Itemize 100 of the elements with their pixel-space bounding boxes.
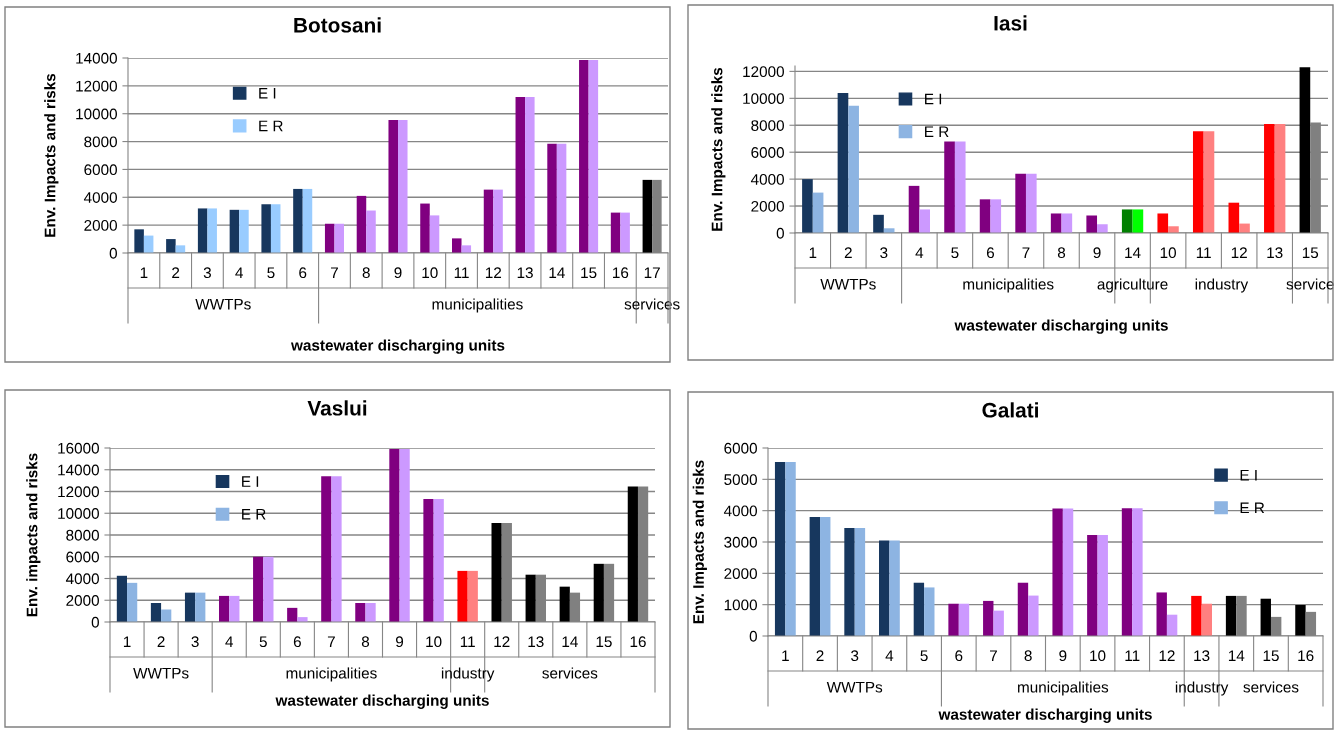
y-tick-label: 6000 bbox=[724, 442, 757, 454]
x-tick-label: 2 bbox=[157, 636, 165, 647]
legend-label: E R bbox=[242, 508, 266, 520]
x-tick-label: 17 bbox=[644, 267, 660, 278]
bar bbox=[334, 223, 344, 253]
bar bbox=[365, 602, 376, 622]
chart-title: Galati bbox=[982, 402, 1038, 418]
bar bbox=[913, 582, 925, 636]
bar bbox=[1121, 209, 1133, 233]
x-tick-label: 6 bbox=[986, 247, 995, 259]
bar bbox=[483, 189, 494, 253]
bar bbox=[556, 143, 567, 253]
bar bbox=[1015, 173, 1026, 233]
x-tick-label: 15 bbox=[596, 636, 612, 648]
x-tick-label: 8 bbox=[1024, 650, 1032, 662]
x-tick-label: 16 bbox=[630, 636, 646, 648]
bar bbox=[954, 141, 966, 233]
bar bbox=[366, 210, 376, 253]
bar bbox=[837, 92, 849, 233]
bar bbox=[547, 143, 557, 253]
x-tick-label: 4 bbox=[885, 650, 894, 661]
bar bbox=[774, 462, 786, 636]
bar bbox=[993, 610, 1004, 636]
bar bbox=[1132, 209, 1144, 233]
bar bbox=[879, 540, 890, 636]
x-tick-label: 5 bbox=[951, 247, 959, 259]
legend-label: E I bbox=[259, 87, 276, 99]
bar bbox=[399, 449, 410, 622]
y-tick-label: 2000 bbox=[66, 595, 99, 606]
text: WWTPs bbox=[133, 667, 189, 679]
bar bbox=[873, 214, 884, 233]
text: services bbox=[624, 298, 680, 310]
x-tick-label: 6 bbox=[293, 636, 301, 648]
bar bbox=[355, 602, 366, 622]
bar bbox=[1156, 592, 1167, 636]
y-axis-title: Env. Impacts and risks bbox=[44, 73, 59, 237]
bar bbox=[253, 556, 264, 622]
bar bbox=[1097, 535, 1108, 636]
x-axis-title: wastewater discharging units bbox=[290, 339, 505, 354]
x-tick-label: 13 bbox=[1267, 247, 1283, 259]
x-tick-label: 2 bbox=[172, 267, 180, 278]
text: WWTPs bbox=[826, 681, 883, 693]
bar bbox=[1062, 508, 1074, 636]
bar bbox=[491, 523, 502, 622]
bar bbox=[287, 607, 298, 622]
text: services bbox=[542, 667, 598, 679]
y-tick-label: 16000 bbox=[58, 442, 99, 454]
x-tick-label: 7 bbox=[331, 267, 338, 278]
x-tick-label: 10 bbox=[422, 267, 438, 279]
x-tick-label: 3 bbox=[191, 636, 199, 648]
bar bbox=[261, 204, 271, 253]
bar bbox=[1050, 213, 1062, 233]
bar bbox=[321, 476, 332, 622]
y-tick-label: 0 bbox=[776, 227, 784, 239]
y-tick-label: 12000 bbox=[743, 66, 784, 78]
bar bbox=[150, 602, 162, 622]
legend-label: E R bbox=[1240, 502, 1265, 514]
bar bbox=[812, 192, 824, 233]
x-tick-label: 15 bbox=[1302, 247, 1319, 259]
bar bbox=[944, 141, 955, 233]
bar bbox=[263, 556, 274, 622]
bar bbox=[166, 239, 176, 253]
bar bbox=[1017, 582, 1029, 636]
x-tick-label: 13 bbox=[517, 267, 533, 279]
y-tick-label: 6000 bbox=[66, 551, 99, 563]
text: service bbox=[1286, 278, 1334, 290]
x-tick-label: 4 bbox=[225, 636, 234, 647]
y-tick-label: 2000 bbox=[84, 220, 117, 231]
y-tick-label: 12000 bbox=[58, 486, 99, 498]
x-tick-label: 10 bbox=[426, 636, 442, 648]
bar bbox=[184, 592, 196, 622]
x-tick-label: 4 bbox=[915, 247, 924, 258]
bar bbox=[134, 229, 144, 253]
y-tick-label: 10000 bbox=[76, 108, 117, 120]
bar bbox=[908, 185, 920, 233]
x-tick-label: 14 bbox=[1228, 650, 1245, 661]
x-tick-label: 14 bbox=[549, 267, 565, 278]
y-tick-label: 14000 bbox=[76, 52, 117, 64]
bar bbox=[593, 563, 604, 622]
x-axis-title: wastewater discharging units bbox=[954, 319, 1168, 334]
x-tick-label: 9 bbox=[396, 636, 404, 648]
bar bbox=[388, 119, 398, 253]
y-tick-label: 0 bbox=[91, 616, 99, 628]
x-tick-label: 3 bbox=[203, 267, 211, 279]
bar bbox=[889, 540, 900, 636]
text: services bbox=[1243, 681, 1299, 693]
legend-label: E R bbox=[259, 120, 283, 132]
x-axis-title: wastewater discharging units bbox=[938, 708, 1152, 723]
x-tick-label: 5 bbox=[267, 267, 275, 279]
bar bbox=[1052, 508, 1063, 636]
x-tick-label: 5 bbox=[259, 636, 267, 648]
text: municipalities bbox=[1018, 681, 1109, 696]
y-tick-label: 0 bbox=[109, 247, 117, 259]
x-tick-label: 7 bbox=[990, 650, 997, 661]
bar bbox=[195, 592, 206, 622]
bar bbox=[429, 215, 440, 253]
y-axis-title: Env. impacts and risks bbox=[26, 453, 41, 617]
bar bbox=[302, 188, 313, 253]
bar bbox=[207, 208, 217, 253]
bar bbox=[398, 119, 408, 253]
